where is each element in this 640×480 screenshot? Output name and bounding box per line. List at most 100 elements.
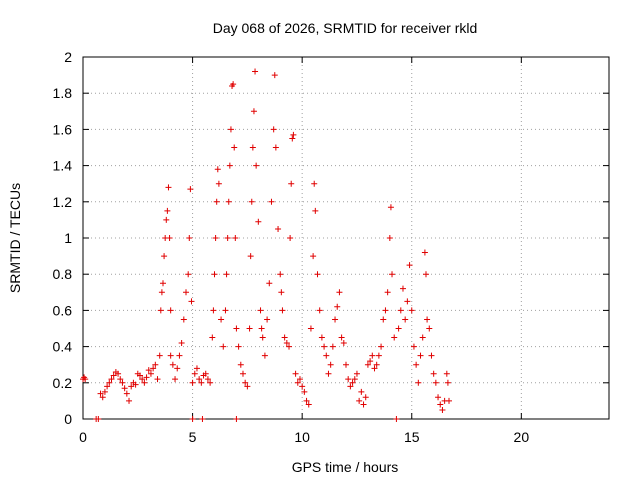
data-point: [156, 352, 163, 359]
data-point: [215, 180, 222, 187]
y-tick-label: 2: [64, 49, 72, 65]
data-point: [247, 253, 254, 260]
y-tick-label: 1: [64, 230, 72, 246]
data-point: [188, 298, 195, 305]
data-point: [292, 370, 299, 377]
data-point: [277, 271, 284, 278]
data-point: [364, 361, 371, 368]
data-point: [99, 394, 106, 401]
data-point: [266, 280, 273, 287]
data-point: [246, 325, 253, 332]
data-point: [214, 166, 221, 173]
data-point: [316, 307, 323, 314]
data-point: [325, 370, 332, 377]
data-point: [408, 307, 415, 314]
data-point: [253, 162, 260, 169]
data-point: [167, 352, 174, 359]
data-point: [307, 325, 314, 332]
data-point: [428, 352, 435, 359]
data-point: [224, 235, 231, 241]
data-point: [189, 416, 196, 422]
data-point: [121, 385, 128, 392]
data-point: [159, 280, 166, 287]
data-point: [278, 289, 285, 296]
data-point: [389, 271, 396, 278]
data-point: [252, 68, 259, 75]
data-point: [169, 361, 176, 368]
data-point: [218, 316, 225, 323]
axis-ticks: 00.20.40.60.811.21.41.61.820 5 10 15 20: [53, 49, 609, 445]
data-point: [97, 390, 104, 397]
data-point: [126, 397, 133, 404]
data-point: [373, 361, 380, 368]
data-point: [446, 397, 453, 404]
data-point: [422, 271, 429, 278]
data-point: [212, 235, 219, 241]
data-point: [279, 307, 286, 314]
data-point: [360, 401, 367, 408]
data-point: [343, 361, 349, 368]
data-point: [281, 334, 288, 341]
y-tick-label: 1.2: [53, 194, 73, 210]
data-point: [362, 394, 369, 401]
data-point: [435, 394, 442, 401]
data-point: [413, 361, 420, 368]
x-tick-label: 15: [404, 429, 420, 445]
data-point: [432, 379, 439, 386]
data-point: [232, 235, 239, 241]
data-point: [375, 352, 382, 359]
data-point: [369, 352, 376, 359]
data-point: [268, 198, 275, 205]
data-point: [312, 207, 319, 214]
data-point: [152, 361, 159, 368]
data-point: [166, 235, 173, 241]
data-point: [248, 198, 255, 205]
data-point: [393, 416, 400, 422]
data-point: [213, 198, 220, 205]
data-point: [271, 72, 278, 79]
data-point: [178, 339, 185, 346]
data-point: [417, 352, 424, 359]
data-point: [444, 379, 451, 386]
data-point: [108, 376, 115, 383]
data-point: [210, 307, 217, 314]
data-point: [367, 358, 374, 365]
data-point: [283, 339, 290, 346]
data-point: [225, 198, 232, 205]
data-point: [172, 376, 179, 383]
data-point: [323, 352, 330, 359]
data-point: [207, 379, 214, 386]
data-point: [402, 316, 409, 323]
data-point: [119, 379, 126, 386]
data-point: [233, 416, 240, 422]
data-point: [404, 298, 411, 305]
data-point: [310, 253, 317, 260]
data-point: [198, 379, 205, 386]
data-point: [117, 376, 124, 383]
y-tick-label: 0.2: [53, 375, 73, 391]
data-point: [187, 186, 194, 193]
data-point: [340, 339, 347, 346]
data-point: [419, 334, 426, 341]
data-point: [235, 343, 242, 350]
data-point: [145, 367, 152, 374]
data-point: [191, 370, 198, 377]
data-point: [199, 416, 206, 422]
data-point: [421, 249, 428, 256]
data-point: [150, 365, 157, 372]
data-point: [332, 316, 339, 323]
data-point: [180, 316, 187, 323]
data-point: [301, 388, 308, 395]
y-tick-label: 0.8: [53, 266, 73, 282]
data-point: [318, 334, 325, 341]
data-point: [249, 144, 256, 151]
data-point: [242, 379, 249, 386]
data-point: [226, 162, 233, 169]
data-point: [261, 352, 268, 359]
data-point: [163, 216, 170, 223]
y-tick-label: 1.4: [53, 158, 73, 174]
data-point: [110, 372, 117, 379]
data-point: [290, 131, 297, 138]
data-point: [358, 388, 365, 395]
